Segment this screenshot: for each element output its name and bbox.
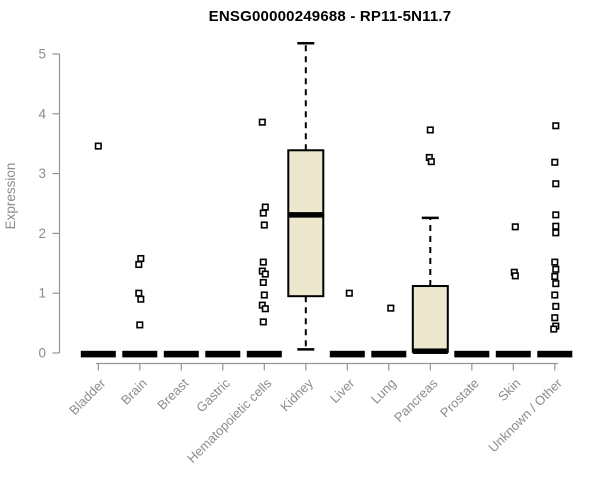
- x-tick-label-lung: Lung: [368, 376, 399, 407]
- outlier-point-unknown-other: [551, 291, 559, 299]
- x-tick-label-bladder: Bladder: [66, 375, 109, 418]
- x-tick-label-breast: Breast: [154, 375, 191, 412]
- zero-box-prostate: [454, 350, 490, 358]
- x-tick-label-pancreas: Pancreas: [391, 375, 441, 425]
- outlier-point-hematopoietic-cells: [261, 305, 269, 313]
- outlier-point-unknown-other: [551, 272, 559, 281]
- zero-box-skin: [495, 350, 531, 358]
- x-tick-label-kidney: Kidney: [277, 375, 316, 414]
- outlier-point-unknown-other: [552, 302, 560, 310]
- outlier-point-unknown-other: [552, 280, 560, 288]
- y-tick-label: 4: [38, 106, 46, 121]
- outlier-point-unknown-other: [552, 180, 560, 188]
- outlier-point-bladder: [94, 142, 102, 150]
- outlier-point-brain: [136, 321, 144, 329]
- outlier-point-hematopoietic-cells: [259, 318, 267, 326]
- outlier-point-hematopoietic-cells: [258, 118, 266, 126]
- outlier-point-hematopoietic-cells: [259, 278, 267, 286]
- box-kidney: [287, 149, 325, 298]
- outlier-point-unknown-other: [551, 258, 559, 266]
- x-tick-label-liver: Liver: [327, 375, 358, 406]
- x-tick-label-gastric: Gastric: [193, 375, 233, 415]
- outlier-point-brain: [135, 289, 143, 297]
- outlier-point-hematopoietic-cells: [260, 221, 268, 229]
- outlier-point-hematopoietic-cells: [259, 209, 267, 217]
- y-tick-label: 0: [38, 346, 46, 361]
- outlier-point-pancreas: [427, 158, 435, 166]
- y-tick-label: 2: [38, 226, 46, 241]
- y-tick-label: 5: [38, 47, 46, 62]
- outlier-point-liver: [345, 289, 353, 297]
- outlier-point-lung: [387, 304, 395, 312]
- x-tick-label-unknown-other: Unknown / Other: [485, 375, 565, 455]
- zero-box-hematopoietic-cells: [246, 350, 282, 358]
- zero-box-gastric: [205, 350, 241, 358]
- y-tick-label: 3: [38, 166, 46, 181]
- outlier-point-skin: [511, 223, 519, 231]
- zero-box-liver: [329, 350, 365, 358]
- zero-box-bladder: [80, 350, 116, 358]
- outlier-point-brain: [137, 295, 145, 303]
- outlier-point-pancreas: [426, 126, 434, 134]
- y-tick-label: 1: [38, 286, 46, 301]
- outlier-point-unknown-other: [552, 122, 560, 130]
- zero-box-lung: [371, 350, 407, 358]
- outlier-point-hematopoietic-cells: [260, 291, 268, 299]
- outlier-point-unknown-other: [550, 325, 558, 333]
- x-tick-label-skin: Skin: [495, 376, 523, 404]
- outlier-point-brain: [135, 260, 143, 269]
- outlier-point-unknown-other: [551, 158, 559, 166]
- outlier-point-hematopoietic-cells: [261, 203, 269, 211]
- median-line-pancreas: [412, 348, 448, 354]
- zero-box-brain: [122, 350, 158, 358]
- zero-box-breast: [163, 350, 199, 358]
- outlier-point-unknown-other: [552, 222, 560, 230]
- box-pancreas: [411, 285, 449, 353]
- outlier-point-skin: [511, 272, 519, 280]
- zero-box-unknown-other: [537, 350, 573, 358]
- outlier-point-brain: [137, 254, 145, 263]
- x-tick-label-prostate: Prostate: [437, 376, 482, 421]
- outlier-point-unknown-other: [552, 265, 560, 273]
- outlier-point-hematopoietic-cells: [261, 270, 269, 278]
- chart-title: ENSG00000249688 - RP11-5N11.7: [208, 8, 452, 25]
- x-tick-label-brain: Brain: [118, 376, 150, 408]
- outlier-point-unknown-other: [552, 211, 560, 219]
- outlier-point-unknown-other: [552, 229, 560, 237]
- median-line-kidney: [288, 212, 324, 218]
- outlier-point-unknown-other: [551, 314, 559, 322]
- outlier-point-hematopoietic-cells: [259, 258, 267, 266]
